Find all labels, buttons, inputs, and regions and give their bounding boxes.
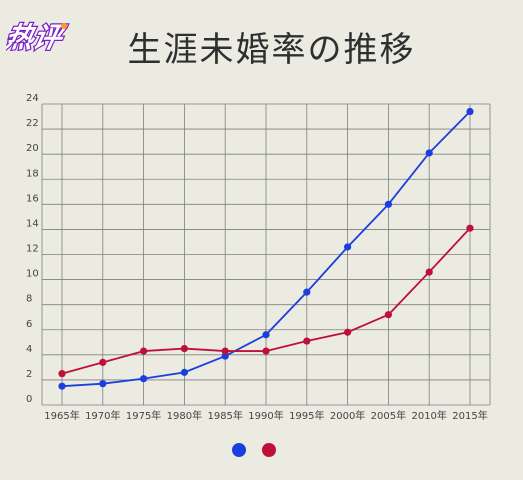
data-point xyxy=(180,368,188,376)
x-tick-label: 1975年 xyxy=(126,409,161,422)
data-point xyxy=(384,200,392,208)
data-point xyxy=(384,311,392,319)
x-tick-label: 1965年 xyxy=(44,409,79,422)
y-tick-label: 0 xyxy=(26,394,32,405)
data-point xyxy=(140,347,148,355)
data-point xyxy=(425,268,433,276)
data-point xyxy=(303,288,311,296)
data-point xyxy=(221,347,229,355)
logo-dot-icon xyxy=(61,23,67,29)
x-tick-label: 1990年 xyxy=(248,409,283,422)
legend-marker-series-1 xyxy=(232,443,246,457)
data-point xyxy=(262,347,270,355)
data-point xyxy=(58,370,66,378)
data-point xyxy=(425,149,433,157)
data-point xyxy=(221,352,229,360)
data-point xyxy=(466,107,474,116)
x-tick-label: 1995年 xyxy=(289,409,324,422)
logo-text: 热评 xyxy=(6,21,69,54)
y-tick-label: 10 xyxy=(26,269,39,280)
data-point xyxy=(262,331,270,339)
data-point xyxy=(344,328,352,336)
y-tick-label: 6 xyxy=(26,319,32,330)
x-tick-label: 2005年 xyxy=(371,409,406,422)
y-tick-label: 16 xyxy=(26,193,39,204)
y-tick-label: 2 xyxy=(26,369,32,380)
data-point xyxy=(58,382,66,390)
y-tick-label: 20 xyxy=(26,143,39,154)
y-tick-label: 18 xyxy=(26,168,39,179)
data-point xyxy=(303,337,311,345)
logo: 热评 xyxy=(6,20,71,55)
y-tick-label: 8 xyxy=(26,294,32,305)
data-point xyxy=(466,224,474,232)
y-tick-label: 14 xyxy=(26,218,39,229)
data-point xyxy=(344,243,352,251)
y-tick-label: 4 xyxy=(26,344,32,355)
y-tick-label: 22 xyxy=(26,118,39,129)
data-point xyxy=(99,380,107,388)
data-point xyxy=(140,375,148,383)
x-tick-label: 1970年 xyxy=(85,409,120,422)
x-tick-label: 2015年 xyxy=(452,409,487,422)
x-tick-label: 2000年 xyxy=(330,409,365,422)
y-tick-label: 12 xyxy=(26,244,39,255)
data-point xyxy=(99,358,107,366)
x-tick-label: 1980年 xyxy=(167,409,202,422)
y-tick-label: 24 xyxy=(26,93,39,104)
data-point xyxy=(180,344,188,353)
legend-marker-series-2 xyxy=(262,443,276,457)
x-tick-label: 2010年 xyxy=(411,409,446,422)
chart-title: 生涯未婚率の推移 xyxy=(127,30,416,70)
x-tick-label: 1985年 xyxy=(207,409,242,422)
